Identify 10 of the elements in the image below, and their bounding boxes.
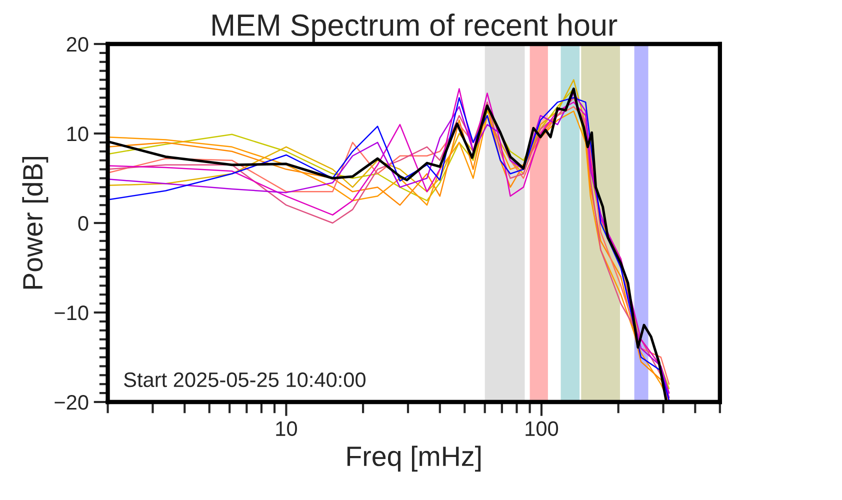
x-axis-title: Freq [mHz]: [347, 446, 481, 472]
chart-title: MEM Spectrum of recent hour: [212, 14, 618, 42]
y-tick-label: −10: [54, 306, 88, 320]
y-tick-label: −20: [54, 395, 88, 410]
y-tick-label: 20: [66, 37, 88, 52]
y-tick-label: 0: [78, 216, 88, 231]
x-tick-label: 100: [526, 421, 558, 436]
annotation: Start 2025-05-25 10:40:00: [124, 372, 366, 388]
y-axis-title: Power [dB]: [22, 157, 48, 289]
y-tick-label: 10: [67, 126, 88, 142]
